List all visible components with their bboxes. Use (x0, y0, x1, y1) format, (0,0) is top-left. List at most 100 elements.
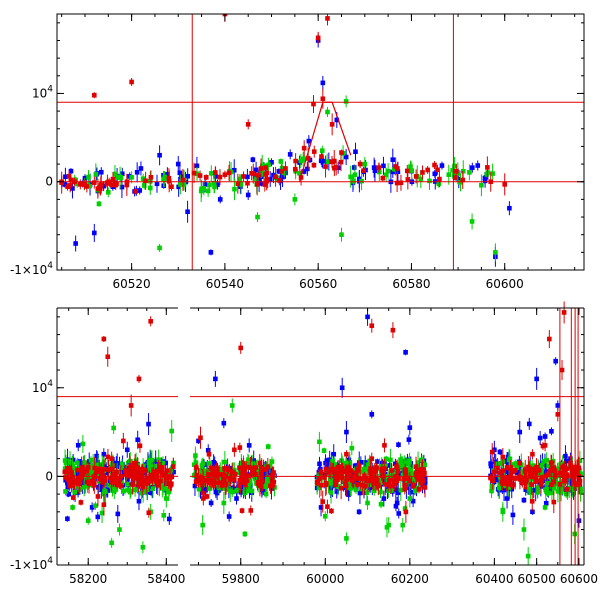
data-point (205, 188, 211, 194)
data-point (97, 186, 103, 191)
data-point (321, 448, 327, 453)
data-point (105, 488, 110, 493)
data-point (505, 469, 511, 474)
data-point (265, 444, 271, 449)
data-point (168, 482, 173, 488)
data-point (242, 531, 248, 537)
data-point (122, 468, 128, 473)
data-point (537, 435, 543, 441)
data-point (413, 488, 418, 494)
data-point (92, 180, 97, 185)
data-point (203, 487, 208, 493)
data-point (67, 183, 73, 188)
data-point (338, 485, 344, 491)
data-point (267, 176, 273, 182)
data-point (363, 464, 368, 469)
data-point (379, 466, 385, 472)
data-point (404, 168, 410, 174)
data-point (353, 487, 359, 493)
data-point (437, 176, 442, 182)
data-point (406, 437, 412, 442)
data-point (255, 214, 260, 220)
data-point (531, 463, 537, 469)
data-point (119, 184, 125, 190)
y-tick-label: -1×104 (10, 556, 53, 572)
data-point (198, 470, 203, 476)
data-point (249, 469, 255, 474)
data-point (196, 438, 201, 444)
data-point (548, 460, 554, 465)
data-point (528, 471, 534, 476)
data-point (256, 479, 261, 485)
x-tick-label: 59800 (222, 572, 260, 586)
data-point (513, 461, 519, 466)
data-point (435, 167, 440, 173)
data-point (106, 467, 111, 473)
data-point (531, 466, 537, 472)
data-point (98, 169, 104, 175)
data-point (360, 482, 365, 488)
data-point (93, 172, 99, 177)
data-point (70, 461, 75, 467)
data-point (311, 162, 317, 168)
data-point (529, 499, 535, 504)
data-point (390, 157, 396, 162)
data-point (398, 180, 404, 186)
data-point (163, 486, 169, 491)
data-point (324, 159, 330, 164)
data-point (317, 485, 322, 491)
data-point (150, 486, 156, 492)
data-point (564, 472, 570, 477)
data-point (553, 358, 558, 364)
data-point (217, 197, 223, 202)
data-point (66, 491, 72, 497)
data-point (393, 461, 398, 467)
data-point (139, 481, 145, 487)
data-point (143, 486, 149, 491)
data-point (94, 453, 99, 459)
data-point (237, 176, 243, 182)
data-point (559, 367, 565, 373)
data-point (74, 478, 79, 484)
data-point (331, 158, 337, 164)
data-point (323, 164, 328, 169)
data-point (568, 460, 573, 466)
data-point (146, 476, 152, 482)
data-point (383, 172, 389, 178)
data-point (198, 435, 203, 441)
data-point (163, 496, 169, 501)
data-point (95, 469, 100, 475)
data-point (231, 477, 237, 482)
data-point (403, 509, 409, 515)
data-point (269, 486, 274, 491)
data-point (140, 466, 145, 472)
data-point (343, 154, 349, 160)
data-point (489, 483, 495, 489)
data-point (452, 163, 457, 169)
data-point (105, 354, 111, 360)
data-point (125, 487, 130, 493)
data-point (353, 149, 358, 155)
data-point (129, 79, 134, 85)
data-point (222, 466, 227, 471)
panel-bottom-lightcurve: 58200 58400 59800 60000 60200 60400 60500 60600… (10, 301, 598, 586)
data-point (264, 482, 269, 488)
data-point (216, 485, 222, 490)
data-point (555, 412, 561, 417)
data-point (263, 165, 268, 170)
data-point (542, 458, 547, 464)
data-point (191, 170, 197, 176)
data-point (395, 166, 400, 171)
data-point (320, 96, 326, 102)
data-point (207, 486, 213, 491)
data-point (560, 481, 565, 486)
data-point (277, 178, 282, 183)
data-point (398, 457, 403, 462)
data-point (156, 457, 161, 463)
data-point (131, 470, 137, 476)
data-point (269, 160, 274, 165)
data-point (503, 475, 508, 480)
data-point (95, 514, 101, 520)
data-point (320, 80, 326, 86)
data-point (107, 483, 112, 488)
